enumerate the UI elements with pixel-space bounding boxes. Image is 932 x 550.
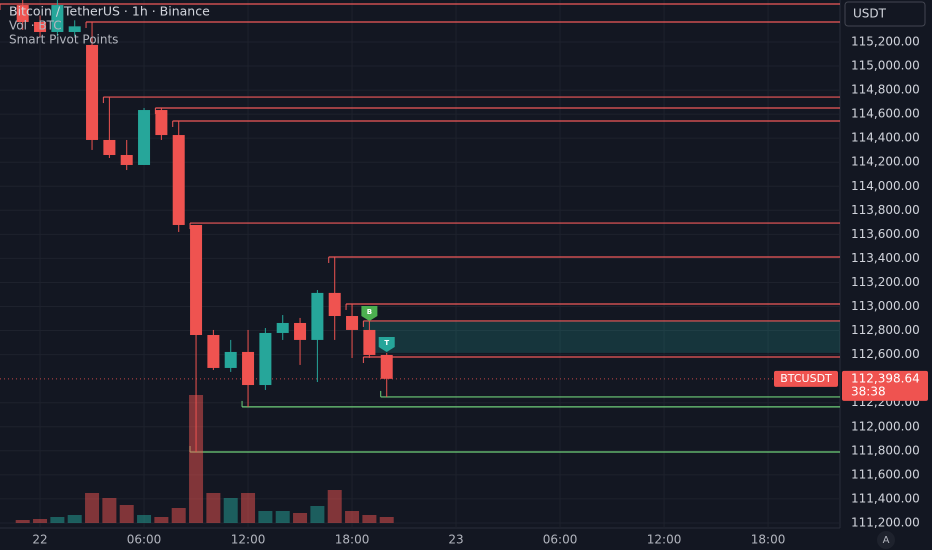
x-tick-label: 12:00: [231, 533, 266, 547]
candle-body: [224, 351, 237, 368]
candle-body: [138, 110, 151, 165]
volume-bar: [67, 515, 82, 523]
candle-body: [207, 335, 220, 368]
indicator-label[interactable]: Smart Pivot Points: [9, 33, 118, 47]
x-tick-label: 06:00: [127, 533, 162, 547]
y-tick-label: 115,000.00: [851, 59, 920, 73]
symbol-tag: [774, 370, 838, 387]
y-tick-label: 114,800.00: [851, 83, 920, 97]
pivot-zone: [363, 320, 840, 353]
volume-bar: [102, 498, 117, 523]
candle-body: [311, 292, 324, 340]
candle-body: [120, 154, 133, 165]
y-tick-label: 113,800.00: [851, 203, 920, 217]
y-tick-label: 113,000.00: [851, 299, 920, 313]
y-tick-label: 114,000.00: [851, 179, 920, 193]
volume-bar: [275, 511, 290, 523]
signal-label: T: [384, 339, 389, 347]
candle-body: [346, 316, 359, 330]
volume-bar: [345, 511, 360, 523]
y-tick-label: 114,200.00: [851, 155, 920, 169]
volume-bar: [258, 511, 273, 523]
currency-button[interactable]: [844, 1, 926, 27]
y-tick-label: 114,400.00: [851, 131, 920, 145]
candle-body: [16, 5, 29, 23]
y-tick-label: 112,000.00: [851, 419, 920, 433]
candle-body: [51, 5, 64, 32]
y-tick-label: 112,600.00: [851, 347, 920, 361]
signal-marker: [378, 337, 395, 353]
volume-bar: [154, 517, 169, 523]
volume-bar: [379, 517, 394, 523]
currency-label[interactable]: USDT: [853, 7, 887, 21]
candle-body: [190, 224, 203, 336]
x-tick-label: 23: [448, 533, 463, 547]
y-tick-label: 111,800.00: [851, 443, 920, 457]
candle-body: [328, 292, 341, 317]
candle-body: [242, 351, 255, 386]
price-axis: [840, 0, 932, 550]
signal-label: B: [367, 308, 372, 316]
symbol-label: BTCUSDT: [780, 372, 832, 385]
volume-bar: [293, 513, 308, 523]
volume-bar: [362, 515, 377, 523]
x-tick-label: 06:00: [543, 533, 578, 547]
auto-scale-button[interactable]: [877, 531, 895, 549]
candle-body: [103, 139, 116, 155]
candle-body: [380, 354, 393, 379]
volume-bar: [310, 506, 325, 523]
candle-body: [155, 110, 168, 136]
y-tick-label: 112,800.00: [851, 323, 920, 337]
volume-bar: [327, 490, 342, 523]
y-tick-label: 113,200.00: [851, 275, 920, 289]
x-tick-label: 12:00: [647, 533, 682, 547]
y-tick-label: 111,400.00: [851, 491, 920, 505]
volume-bar: [33, 519, 48, 523]
last-price-label: 112,398.64: [851, 371, 920, 385]
auto-scale-label[interactable]: A: [883, 535, 890, 546]
volume-bar: [223, 498, 238, 523]
y-tick-label: 114,600.00: [851, 107, 920, 121]
candle-body: [363, 329, 376, 355]
y-tick-label: 111,200.00: [851, 515, 920, 529]
candle-body: [294, 322, 307, 340]
candle-body: [172, 135, 185, 225]
y-tick-label: 115,200.00: [851, 34, 920, 48]
volume-bar: [189, 395, 204, 523]
y-tick-label: 113,600.00: [851, 227, 920, 241]
y-tick-label: 113,400.00: [851, 251, 920, 265]
indicator-label[interactable]: Vol · BTC: [9, 19, 62, 33]
x-tick-label: 18:00: [335, 533, 370, 547]
x-tick-label: 22: [32, 533, 47, 547]
volume-bar: [137, 515, 152, 523]
volume-bar: [85, 493, 100, 523]
volume-bar: [171, 508, 186, 523]
chart-title[interactable]: Bitcoin / TetherUS · 1h · Binance: [9, 4, 210, 19]
last-price-tag: [842, 370, 928, 401]
candle-body: [86, 44, 99, 140]
candle-body: [68, 26, 81, 32]
volume-bar: [15, 520, 30, 523]
countdown-label: 38:38: [851, 384, 886, 398]
candle-body: [276, 322, 289, 333]
volume-bar: [241, 493, 256, 523]
signal-marker: [361, 306, 378, 322]
candle-body: [34, 22, 47, 32]
x-tick-label: 18:00: [751, 533, 786, 547]
volume-bar: [206, 493, 221, 523]
volume-bar: [119, 505, 134, 523]
candle-body: [259, 332, 272, 386]
y-tick-label: 111,600.00: [851, 467, 920, 481]
volume-bar: [50, 517, 65, 523]
